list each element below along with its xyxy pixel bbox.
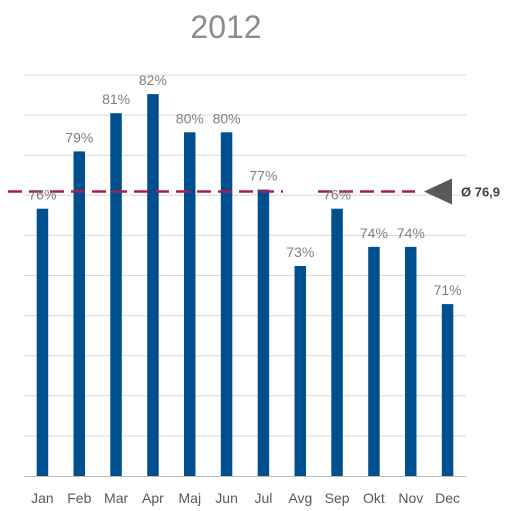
average-indicator: Ø 76,9 bbox=[8, 178, 500, 205]
category-label-nov: Nov bbox=[398, 490, 423, 506]
bar-avg bbox=[294, 266, 306, 476]
data-label-avg: 73% bbox=[286, 244, 314, 260]
data-label-feb: 79% bbox=[65, 129, 93, 145]
bar-jul bbox=[257, 189, 270, 476]
category-labels: Jan Feb Mar Apr Maj Jun Jul Avg Sep Okt Nov Dec bbox=[31, 490, 460, 506]
category-label-avg: Avg bbox=[288, 490, 312, 506]
average-label: Ø 76,9 bbox=[461, 185, 500, 200]
category-label-feb: Feb bbox=[67, 490, 91, 506]
bar-jan bbox=[36, 208, 49, 476]
category-label-jan: Jan bbox=[31, 490, 54, 506]
data-label-jul: 77% bbox=[249, 168, 277, 184]
bar-maj bbox=[184, 132, 196, 477]
data-labels: 76% 79% 81% 82% 80% 80% 77% 73% 76% 74% 74% 71% bbox=[28, 72, 461, 298]
bars bbox=[36, 94, 454, 477]
data-label-dec: 71% bbox=[434, 282, 462, 298]
category-label-jul: Jul bbox=[254, 490, 272, 506]
category-label-mar: Mar bbox=[104, 490, 128, 506]
data-label-maj: 80% bbox=[176, 110, 204, 126]
bar-jun bbox=[220, 132, 233, 477]
bar-dec bbox=[441, 304, 454, 476]
bar-okt bbox=[368, 246, 380, 476]
data-label-sep: 76% bbox=[323, 187, 351, 203]
data-label-jan: 76% bbox=[28, 187, 56, 203]
category-label-maj: Maj bbox=[179, 490, 202, 506]
data-label-jun: 80% bbox=[213, 110, 241, 126]
category-label-apr: Apr bbox=[142, 490, 164, 506]
data-label-okt: 74% bbox=[360, 225, 388, 241]
category-label-sep: Sep bbox=[325, 490, 350, 506]
average-marker bbox=[424, 178, 452, 205]
category-label-okt: Okt bbox=[363, 490, 385, 506]
category-label-dec: Dec bbox=[435, 490, 460, 506]
data-label-apr: 82% bbox=[139, 72, 167, 88]
bar-apr bbox=[147, 94, 159, 476]
bar-sep bbox=[331, 208, 343, 476]
bar-mar bbox=[110, 113, 122, 476]
category-label-jun: Jun bbox=[215, 490, 238, 506]
bar-nov bbox=[405, 246, 417, 476]
gridlines bbox=[24, 74, 466, 437]
bar-feb bbox=[73, 151, 85, 476]
data-label-mar: 81% bbox=[102, 91, 130, 107]
chart-title: 2012 bbox=[190, 9, 261, 45]
data-label-nov: 74% bbox=[397, 225, 425, 241]
